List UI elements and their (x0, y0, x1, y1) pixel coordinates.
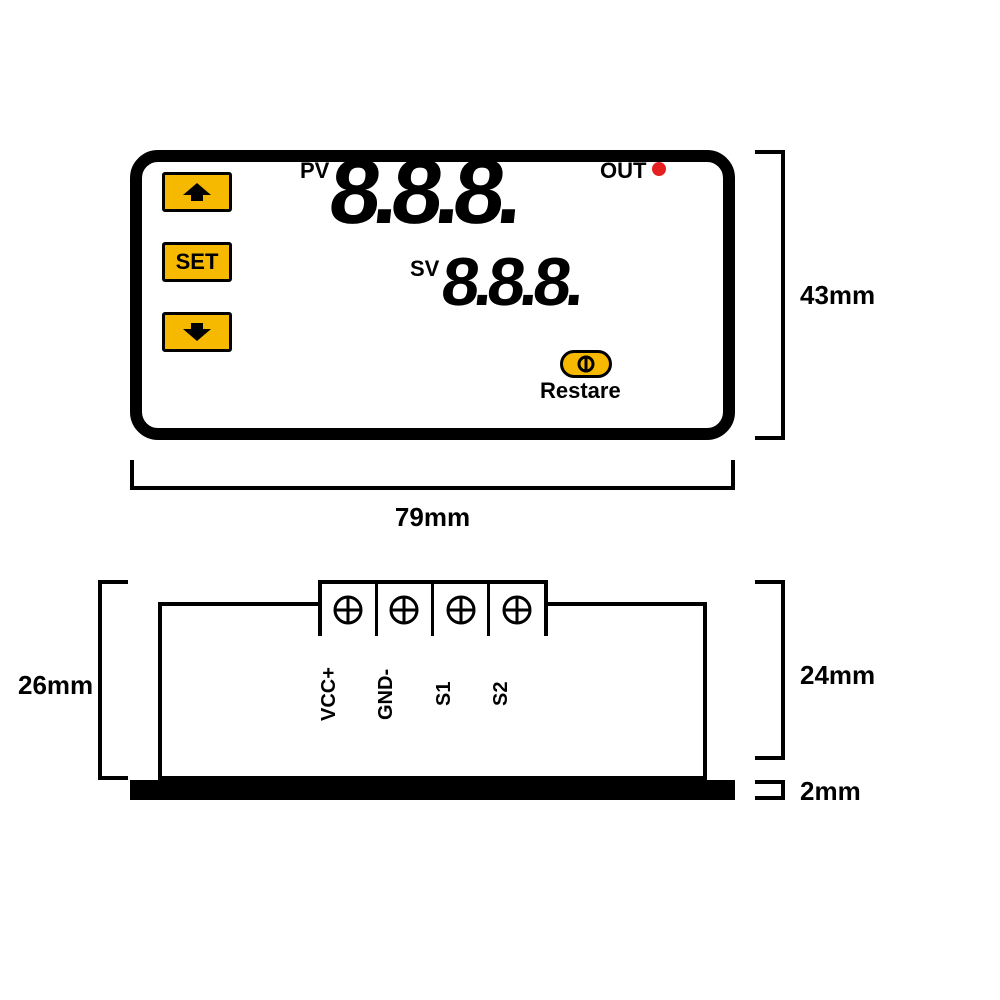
restart-label: Restare (540, 378, 621, 404)
slot-icon (572, 355, 600, 373)
arrow-down-icon (180, 321, 214, 343)
dimension-side-inner: 24mm (800, 660, 875, 691)
terminal-label-1: VCC+ (318, 650, 376, 740)
screw-icon (387, 593, 421, 627)
terminal-label-4: S2 (490, 650, 548, 740)
out-label: OUT (600, 158, 646, 184)
dimension-bracket-side-outer (88, 580, 128, 780)
front-view: SET PV 8.8.8. OUT SV 8.8.8. Re (130, 150, 735, 440)
dimension-flange: 2mm (800, 776, 861, 807)
terminal-2 (378, 584, 434, 636)
terminal-labels: VCC+ GND- S1 S2 (318, 650, 548, 740)
terminal-3 (434, 584, 490, 636)
dimension-bracket-flange (755, 780, 795, 800)
dimension-bracket-width: 79mm (130, 460, 735, 500)
terminal-label-2: GND- (375, 650, 433, 740)
terminal-block (318, 580, 548, 636)
dimension-side-outer: 26mm (18, 670, 93, 701)
out-led-icon (652, 162, 666, 176)
restart-button[interactable] (560, 350, 612, 378)
terminal-1 (322, 584, 378, 636)
pv-label: PV (300, 158, 329, 184)
dimension-bracket-front-height (755, 150, 795, 440)
screw-icon (500, 593, 534, 627)
arrow-up-icon (180, 181, 214, 203)
front-panel: SET PV 8.8.8. OUT SV 8.8.8. Re (130, 150, 735, 440)
set-button[interactable]: SET (162, 242, 232, 282)
sv-label: SV (410, 256, 439, 282)
dimension-width: 79mm (395, 502, 470, 533)
sv-display: 8.8.8. (438, 248, 583, 316)
terminal-label-3: S1 (433, 650, 491, 740)
dimension-bracket-side-inner (755, 580, 795, 760)
up-button[interactable] (162, 172, 232, 212)
pv-display: 8.8.8. (325, 146, 521, 238)
dimension-front-height: 43mm (800, 280, 875, 311)
set-button-label: SET (176, 249, 219, 275)
terminal-4 (490, 584, 543, 636)
screw-icon (444, 593, 478, 627)
side-view: VCC+ GND- S1 S2 (130, 580, 735, 800)
down-button[interactable] (162, 312, 232, 352)
button-column: SET (162, 172, 232, 352)
screw-icon (331, 593, 365, 627)
mounting-flange (130, 780, 735, 800)
